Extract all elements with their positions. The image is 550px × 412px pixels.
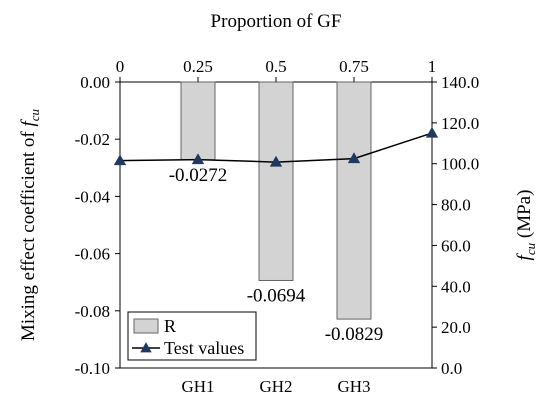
- test-value-point: [347, 152, 361, 164]
- bar-gh3: [336, 81, 372, 320]
- bar-value-label: -0.0272: [169, 165, 228, 186]
- top-tick-label: 0.75: [339, 57, 369, 76]
- test-value-point: [269, 155, 283, 167]
- bar-gh2: [258, 81, 294, 281]
- bar-value-label: -0.0829: [325, 324, 384, 345]
- test-value-point: [425, 126, 439, 138]
- y-right-axis-title: fcu (MPa): [514, 190, 538, 261]
- legend-marker-test: [140, 342, 152, 353]
- y-left-axis-title: Mixing effect coefficient of fcu: [18, 108, 42, 341]
- legend-label-r: R: [164, 316, 176, 336]
- y-left-tick-label: -0.08: [75, 302, 110, 321]
- y-left-label-var: f: [18, 119, 39, 127]
- y-right-tick-label: 40.0: [441, 277, 471, 296]
- top-tick-label: 0.25: [183, 57, 213, 76]
- test-value-point: [113, 154, 127, 166]
- top-tick-label: 0.5: [265, 57, 286, 76]
- y-left-label-main: Mixing effect coefficient of: [18, 127, 39, 342]
- bar-value-label: -0.0694: [247, 285, 306, 306]
- y-right-tick-label: 60.0: [441, 236, 471, 255]
- y-right-tick-label: 0.0: [441, 359, 462, 378]
- legend-label-test: Test values: [164, 338, 244, 358]
- top-tick-label: 0: [116, 57, 125, 76]
- y-right-label-sub: cu: [523, 242, 538, 255]
- legend: R Test values: [127, 311, 257, 361]
- y-right-tick-label: 80.0: [441, 196, 471, 215]
- y-right-tick-label: 120.0: [441, 114, 479, 133]
- bar-gh1: [180, 81, 216, 161]
- ticks-layer: [115, 77, 437, 369]
- test-value-point: [191, 153, 205, 165]
- chart-title: Proportion of GF: [211, 11, 342, 32]
- y-right-label-unit: (MPa): [514, 190, 535, 243]
- category-label-gh1: GH1: [181, 377, 214, 396]
- top-tick-label: 1: [428, 57, 437, 76]
- y-right-tick-label: 100.0: [441, 155, 479, 174]
- y-right-tick-label: 20.0: [441, 318, 471, 337]
- y-left-tick-label: 0.00: [80, 73, 110, 92]
- bars-layer: [180, 81, 372, 320]
- y-left-tick-label: -0.06: [75, 245, 110, 264]
- legend-swatch-r: [133, 318, 159, 334]
- y-right-label-var: f: [514, 252, 535, 260]
- y-right-tick-label: 140.0: [441, 73, 479, 92]
- category-label-gh3: GH3: [337, 377, 370, 396]
- y-left-label-sub: cu: [27, 108, 42, 121]
- y-left-tick-label: -0.10: [75, 359, 110, 378]
- category-label-gh2: GH2: [259, 377, 292, 396]
- line-layer: [113, 126, 439, 167]
- labels-layer: 0 0.25 0.5 0.75 1 0.00 -0.02 -0.04 -0.06 -0.08 -0.…: [75, 57, 480, 396]
- y-left-tick-label: -0.02: [75, 130, 110, 149]
- y-left-tick-label: -0.04: [75, 187, 111, 206]
